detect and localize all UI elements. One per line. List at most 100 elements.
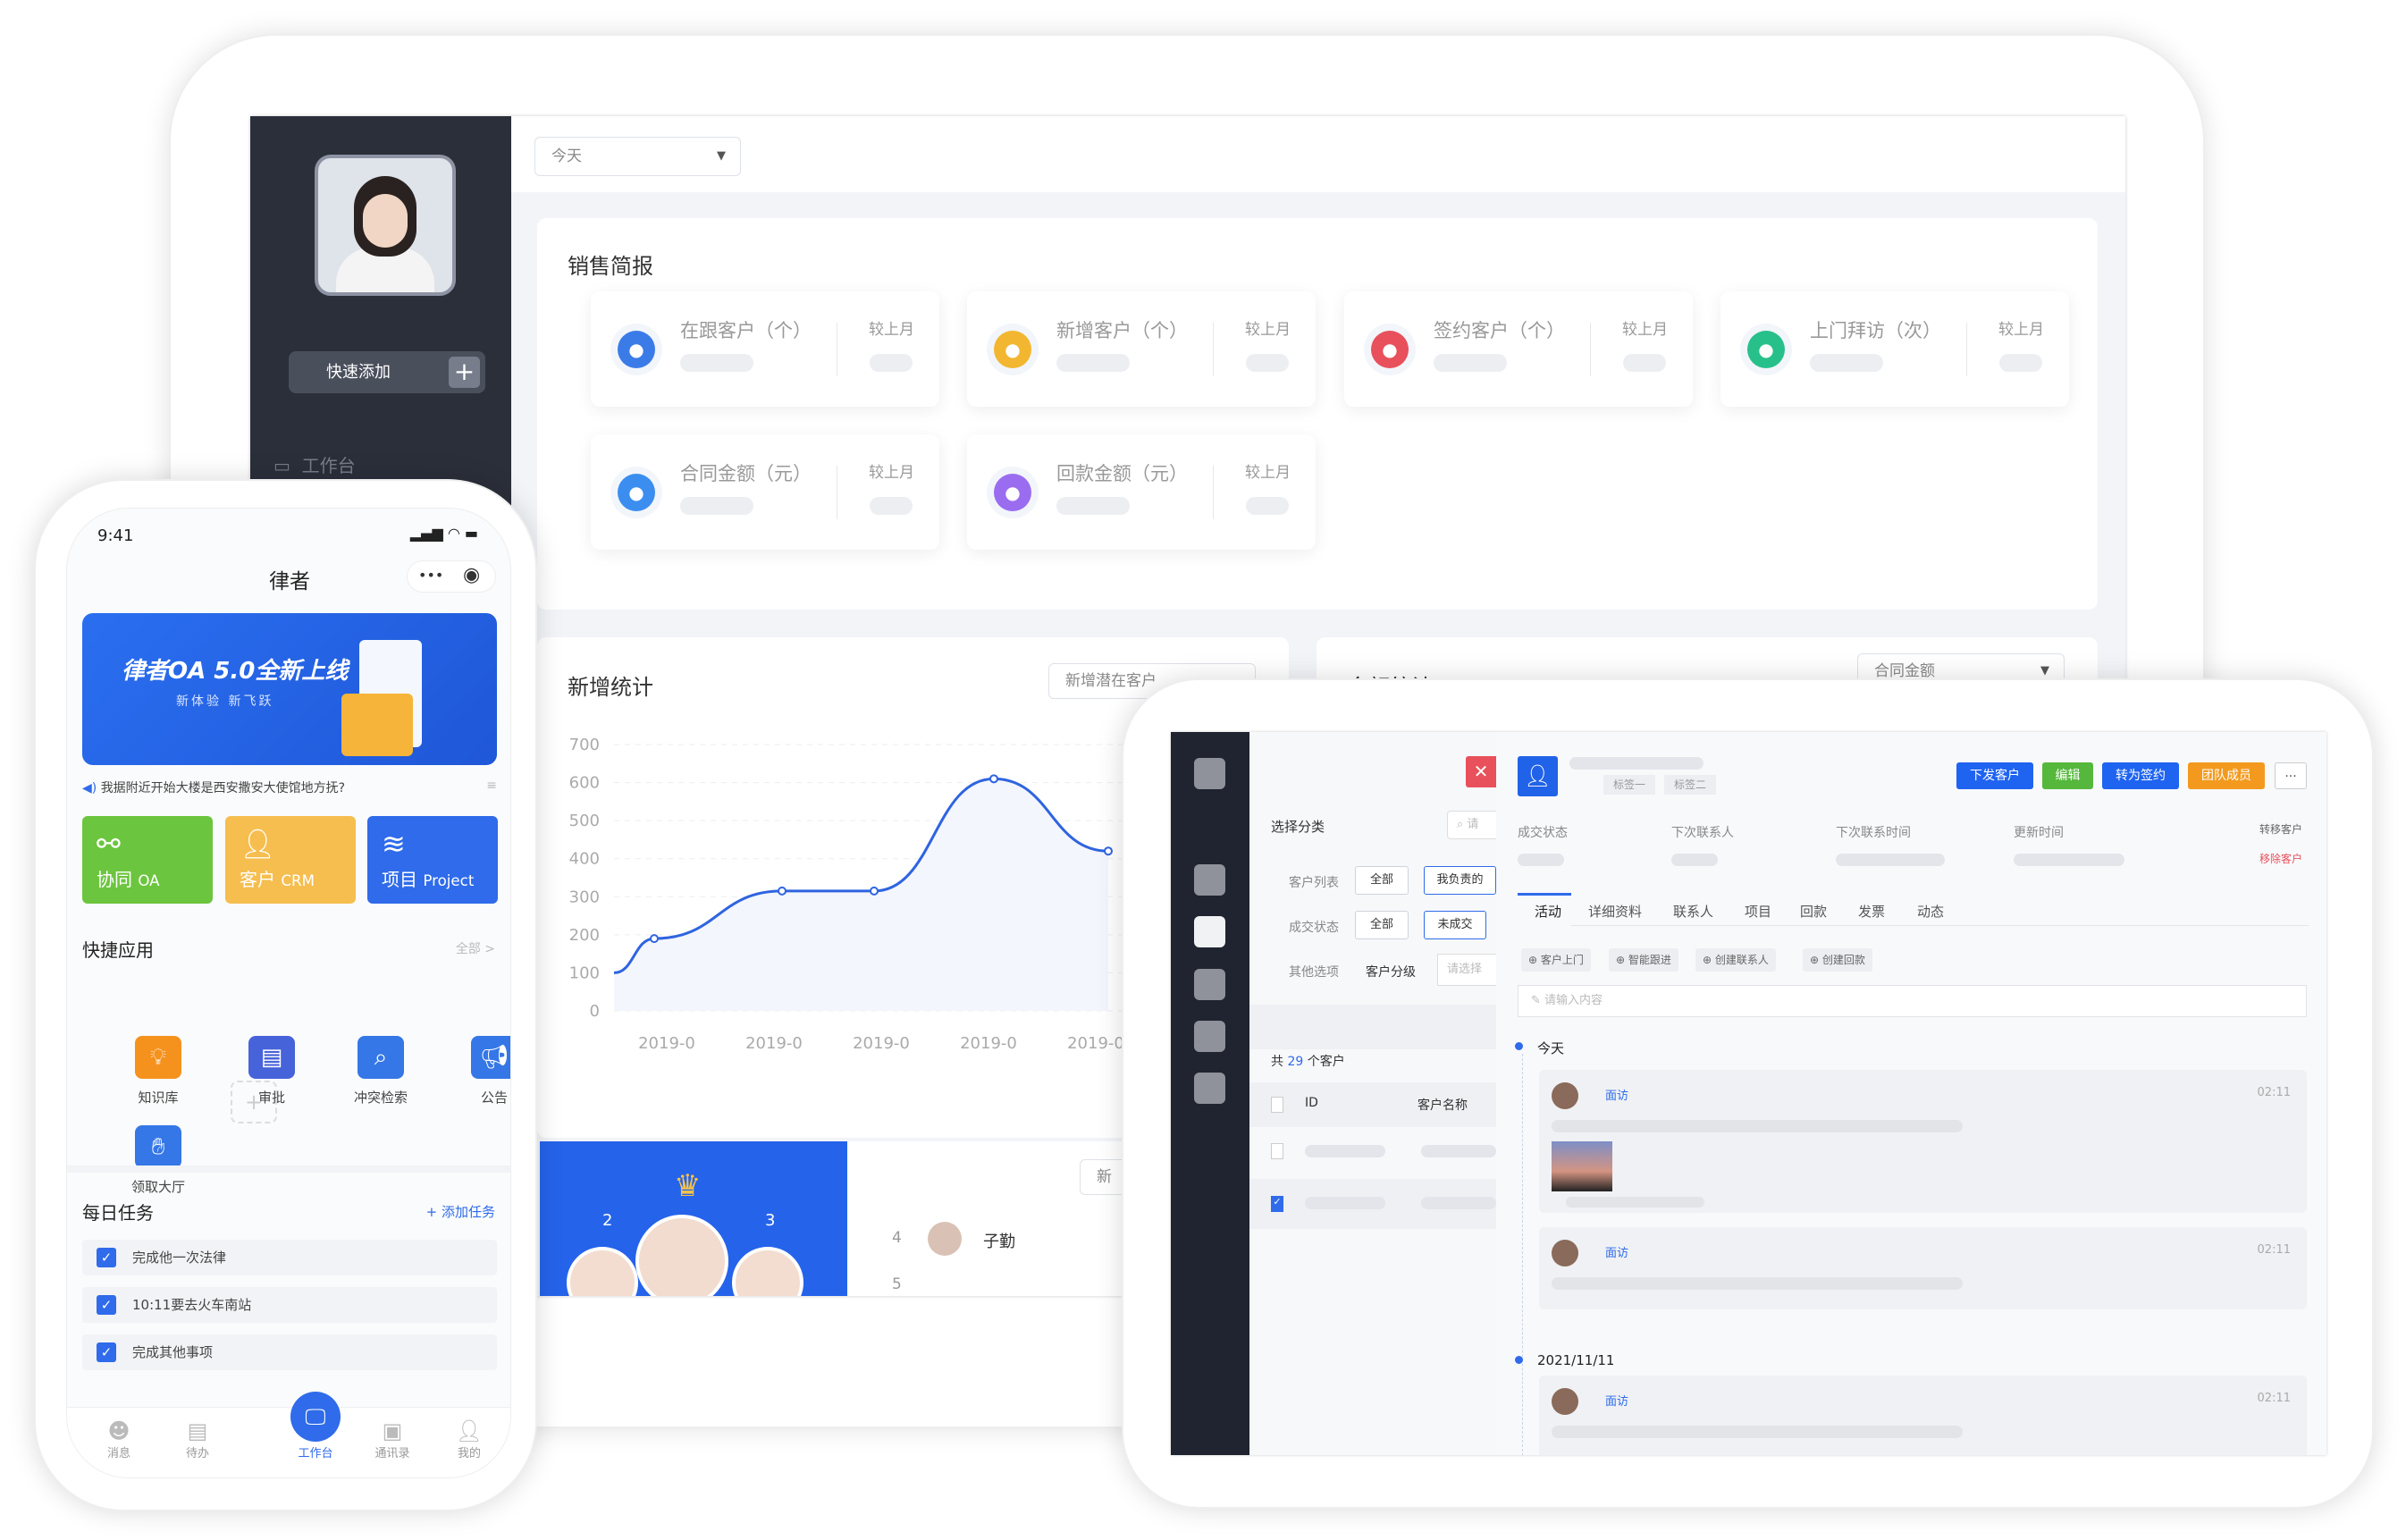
checkbox-checked[interactable]: ✓: [97, 1342, 116, 1362]
add-task-button[interactable]: + 添加任务: [425, 1204, 495, 1220]
table-row[interactable]: [1249, 1127, 1496, 1175]
data-point[interactable]: [778, 886, 787, 896]
ranking-row[interactable]: 4 子勤: [892, 1222, 1249, 1258]
tab-1[interactable]: ▤ 待办: [162, 1418, 233, 1460]
promo-banner[interactable]: 律者OA 5.0全新上线 新体验 新飞跃: [82, 613, 497, 765]
nav-icon-active[interactable]: [1194, 916, 1225, 947]
tab-icon: ▤: [187, 1418, 208, 1443]
filter-all[interactable]: 全部: [1355, 866, 1409, 895]
filter-mine[interactable]: 我负责的: [1424, 866, 1496, 895]
convert-contract-button[interactable]: 转为签约: [2102, 762, 2179, 789]
filter-panel: ✕ 选择分类 ⌕ 请 客户列表 全部 我负责的 成交状态 全部 未成交 其他选项…: [1249, 732, 1510, 1455]
quick-apps-all-link[interactable]: 全部 >: [455, 942, 495, 956]
checkbox-checked[interactable]: ✓: [97, 1295, 116, 1315]
tile-oa[interactable]: ⚯ 协同 OA: [82, 816, 213, 904]
team-members-button[interactable]: 团队成员: [2188, 762, 2265, 789]
detail-tab[interactable]: 联系人: [1673, 904, 1714, 920]
data-point[interactable]: [870, 886, 879, 896]
y-tick-label: 200: [569, 926, 600, 945]
quick-add-button[interactable]: 快速添加 +: [289, 351, 485, 393]
notice-bar[interactable]: ◀) 我据附近开始大楼是西安撒安大使馆地方抚? ≡: [82, 778, 497, 795]
quick-app[interactable]: ✋︎ 领取大厅: [109, 1125, 207, 1196]
row-checkbox-checked[interactable]: ✓: [1271, 1196, 1283, 1212]
timeline-item[interactable]: 面访 02:11: [1539, 1376, 2307, 1455]
stat-card[interactable]: ● 签约客户（个） 较上月: [1344, 291, 1693, 407]
date-filter-dropdown[interactable]: 今天 ▼: [534, 137, 741, 176]
more-icon[interactable]: •••: [418, 567, 444, 584]
status-all[interactable]: 全部: [1355, 911, 1409, 939]
activity-action-button[interactable]: ⊕ 客户上门: [1521, 948, 1591, 972]
sidebar-item-workbench[interactable]: ▭ 工作台: [273, 455, 356, 476]
detail-tab[interactable]: 动态: [1917, 904, 1945, 920]
activity-action-button[interactable]: ⊕ 智能跟进: [1609, 948, 1678, 972]
transfer-customer-link[interactable]: 转移客户: [2259, 823, 2303, 836]
x-tick-label: 2019-0: [960, 1034, 1017, 1053]
tab-icon: ▣: [382, 1418, 403, 1443]
stat-card[interactable]: ● 上门拜访（次） 较上月: [1720, 291, 2069, 407]
nav-icon[interactable]: [1194, 1073, 1225, 1104]
daily-tasks-title: 每日任务: [82, 1202, 154, 1224]
close-icon[interactable]: ✕: [1466, 756, 1496, 787]
approve-icon: ▤: [248, 1036, 295, 1079]
stat-card[interactable]: ● 合同金额（元） 较上月: [591, 434, 939, 550]
edit-button[interactable]: 编辑: [2042, 762, 2093, 789]
timeline-item[interactable]: 面访 02:11: [1539, 1070, 2307, 1213]
app-title: 律者: [269, 570, 310, 593]
stat-updated: 更新时间: [2014, 823, 2124, 866]
activity-input[interactable]: ✎ 请输入内容: [1518, 985, 2307, 1017]
quick-app[interactable]: ⌕ 冲突检索: [332, 1036, 430, 1107]
stat-card[interactable]: ● 回款金额（元） 较上月: [967, 434, 1316, 550]
task-item[interactable]: ✓ 完成其他事项: [82, 1334, 497, 1370]
activity-action-button[interactable]: ⊕ 创建回款: [1803, 948, 1872, 972]
data-point[interactable]: [1104, 846, 1113, 856]
add-app-button[interactable]: +: [231, 1081, 277, 1123]
tag: 标签二: [1664, 775, 1716, 795]
table-row-selected[interactable]: ✓: [1249, 1179, 1496, 1229]
x-tick-label: 2019-0: [638, 1034, 695, 1053]
tab-3[interactable]: ▣ 通讯录: [357, 1418, 428, 1460]
tag: 标签一: [1603, 775, 1655, 795]
crown-icon: ♛: [674, 1168, 702, 1204]
quick-app[interactable]: 💡︎ 知识库: [109, 1036, 207, 1107]
detail-tab[interactable]: 发票: [1858, 904, 1886, 920]
detail-tab[interactable]: 项目: [1745, 904, 1772, 920]
data-point[interactable]: [650, 934, 659, 944]
data-point[interactable]: [989, 774, 998, 784]
detail-tab[interactable]: 详细资料: [1588, 904, 1643, 920]
more-button[interactable]: ···: [2275, 762, 2307, 789]
assign-customer-button[interactable]: 下发客户: [1956, 762, 2033, 789]
detail-tab[interactable]: 活动: [1535, 904, 1562, 920]
tile-crm[interactable]: 👤︎ 客户 CRM: [225, 816, 356, 904]
checkbox-checked[interactable]: ✓: [97, 1248, 116, 1267]
task-item[interactable]: ✓ 10:11要去火车南站: [82, 1287, 497, 1323]
tile-project[interactable]: ≋ 项目 Project: [367, 816, 498, 904]
detail-tab[interactable]: 回款: [1800, 904, 1828, 920]
avatar[interactable]: [315, 155, 456, 296]
select-all-checkbox[interactable]: [1271, 1097, 1283, 1113]
tab-2[interactable]: 工作台: [298, 1447, 333, 1460]
logo-icon[interactable]: [1194, 758, 1225, 789]
timeline-item[interactable]: 面访 02:11: [1539, 1227, 2307, 1309]
photo-thumbnail[interactable]: [1552, 1141, 1612, 1191]
nav-icon[interactable]: [1194, 1021, 1225, 1052]
status-unclosed[interactable]: 未成交: [1424, 911, 1486, 939]
nav-icon[interactable]: [1194, 864, 1225, 896]
task-item[interactable]: ✓ 完成他一次法律: [82, 1240, 497, 1275]
stat-card[interactable]: ● 在跟客户（个） 较上月: [591, 291, 939, 407]
tab-active-indicator: [1518, 893, 1571, 926]
avatar: [635, 1215, 728, 1296]
quick-app[interactable]: ▤ 审批: [223, 1036, 321, 1107]
nav-icon[interactable]: [1194, 969, 1225, 1000]
remove-customer-link[interactable]: 移除客户: [2259, 853, 2303, 865]
y-tick-label: 100: [569, 964, 600, 982]
row-checkbox[interactable]: [1271, 1143, 1283, 1159]
search-doc-icon: ⌕: [358, 1036, 404, 1079]
workbench-tab-icon[interactable]: 🖵︎: [290, 1392, 341, 1442]
level-select[interactable]: 请选择: [1437, 954, 1500, 986]
stat-card[interactable]: ● 新增客户（个） 较上月: [967, 291, 1316, 407]
tab-0[interactable]: ☻ 消息: [83, 1418, 155, 1460]
close-target-icon[interactable]: ◉: [463, 564, 481, 586]
tab-4[interactable]: 👤︎ 我的: [433, 1418, 505, 1460]
activity-action-button[interactable]: ⊕ 创建联系人: [1695, 948, 1776, 972]
quick-app[interactable]: 📢︎ 公告: [445, 1036, 510, 1107]
